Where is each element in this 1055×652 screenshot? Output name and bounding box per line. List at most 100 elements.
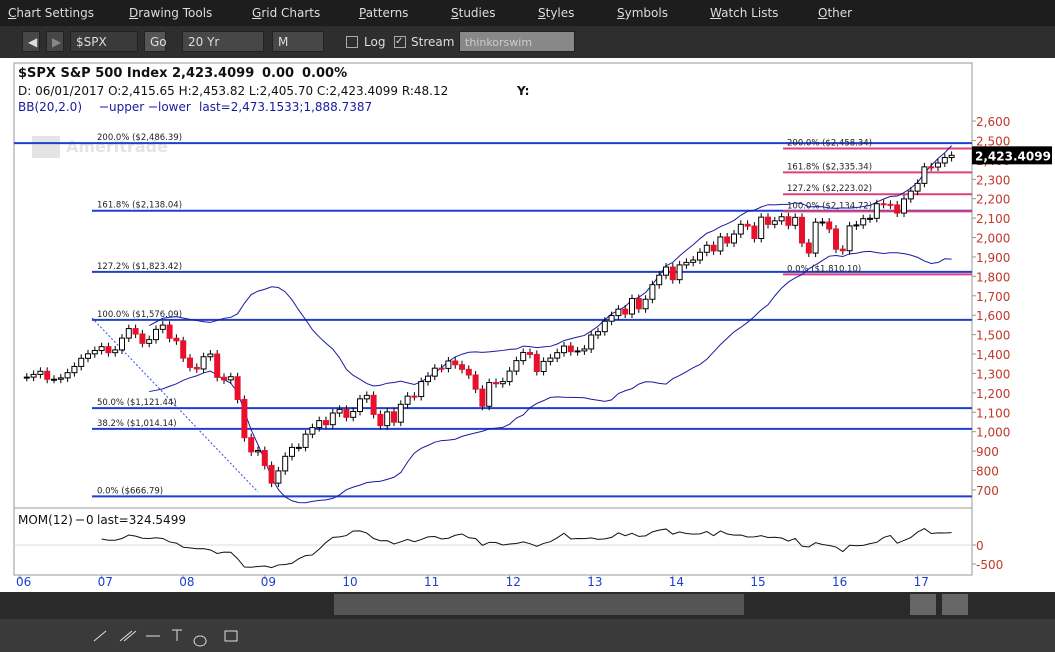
candle — [588, 334, 595, 350]
candle — [384, 411, 391, 427]
x-tick-label: 10 — [342, 575, 357, 589]
bb-lower — [149, 250, 952, 504]
menu-item[interactable]: Watch Lists — [710, 6, 779, 20]
y-tick-label: 2,200 — [976, 193, 1010, 207]
candle — [51, 378, 57, 381]
candle — [561, 345, 567, 354]
candle — [438, 367, 445, 370]
candle — [323, 420, 329, 426]
candle — [268, 464, 275, 484]
fib-label: 50.0% ($1,121.44) — [97, 398, 177, 408]
header-pct: 0.00% — [302, 66, 347, 81]
candle — [941, 157, 948, 164]
candle — [785, 216, 792, 226]
y-tick-label: 1,500 — [976, 329, 1010, 343]
menu-item[interactable]: Other — [818, 6, 853, 20]
candle — [64, 372, 71, 379]
menu-item[interactable]: Styles — [538, 6, 575, 20]
candle — [357, 398, 363, 412]
candle — [125, 328, 132, 339]
y-tick-label: 1,900 — [976, 251, 1010, 265]
candle — [479, 388, 486, 407]
header-price: 2,423.4099 — [172, 66, 254, 81]
drawing-tools[interactable] — [93, 629, 238, 647]
fib-label: 127.2% ($2,223.02) — [787, 184, 872, 194]
candle — [540, 360, 547, 372]
candle — [914, 182, 921, 192]
candle — [486, 382, 493, 407]
candle — [683, 261, 690, 266]
zoom-in[interactable] — [910, 594, 936, 615]
candle — [642, 298, 649, 310]
candle — [78, 357, 85, 367]
y-tick-label: 1,400 — [976, 348, 1010, 362]
fib-label: 100.0% ($2,134.72) — [787, 201, 872, 211]
y-tick-label: 2,100 — [976, 212, 1010, 226]
y-tick-label: 2,500 — [976, 134, 1010, 148]
candle — [697, 251, 703, 261]
fib-label: 161.8% ($2,335.34) — [787, 162, 872, 172]
menu-item[interactable]: Grid Charts — [252, 6, 321, 20]
candle — [255, 450, 261, 453]
bb-upper — [148, 145, 952, 387]
candle — [397, 403, 404, 423]
header-y: Y: — [516, 84, 529, 98]
candle — [275, 470, 282, 484]
y-tick-label: 1,000 — [976, 426, 1010, 440]
candle — [533, 353, 540, 372]
candle — [894, 204, 901, 214]
scrollbar-thumb[interactable] — [334, 594, 744, 615]
x-tick-label: 12 — [506, 575, 521, 589]
interval-select[interactable]: M — [272, 31, 324, 52]
candle — [119, 337, 125, 351]
x-tick-label: 11 — [424, 575, 439, 589]
forward-button[interactable]: ▶ — [46, 31, 64, 52]
candle — [445, 360, 452, 369]
candle — [595, 331, 601, 336]
candle — [221, 376, 227, 381]
menu-item[interactable]: Symbols — [617, 6, 668, 20]
x-tick-label: 07 — [98, 575, 113, 589]
mom-name: MOM(12) — [18, 513, 73, 527]
candle — [527, 351, 533, 355]
bb-last: last=2,473.1533;1,888.7387 — [199, 100, 372, 114]
y-tick-label: 1,300 — [976, 367, 1010, 381]
menu-item[interactable]: Studies — [451, 6, 496, 20]
candle — [98, 346, 105, 352]
menu-bar: Chart Settings Drawing Tools Grid Charts Pa… — [0, 0, 1055, 26]
symbol-input[interactable]: $SPX — [70, 31, 138, 52]
candle — [418, 381, 425, 398]
go-button[interactable]: Go — [144, 31, 167, 52]
candle — [873, 203, 880, 219]
zoom-out[interactable] — [942, 594, 968, 615]
candle — [554, 352, 561, 359]
candle — [513, 360, 520, 372]
log-checkbox[interactable] — [346, 36, 358, 48]
menu-item[interactable]: Chart Settings — [8, 6, 95, 20]
fib-label: 0.0% ($1,810.10) — [787, 264, 861, 274]
menu-item[interactable]: Drawing Tools — [129, 6, 213, 20]
candle — [261, 450, 268, 466]
candle — [656, 274, 663, 286]
period-select[interactable]: 20 Yr — [182, 31, 264, 52]
candle — [465, 368, 472, 376]
candle — [180, 340, 187, 359]
candle — [153, 328, 159, 341]
candle — [812, 221, 819, 254]
y-tick-label: 2,000 — [976, 232, 1010, 246]
brand-button[interactable]: thinkorswim — [459, 31, 575, 52]
candle — [737, 223, 744, 235]
stream-label: Stream — [411, 35, 455, 49]
y-tick-label: 1,100 — [976, 406, 1010, 420]
menu-item[interactable]: Patterns — [359, 6, 409, 20]
back-button[interactable]: ◀ — [22, 31, 40, 52]
candle — [187, 357, 193, 368]
candle — [30, 373, 37, 378]
header-ohlc: D: 06/01/2017 O:2,415.65 H:2,453.82 L:2,… — [18, 84, 448, 98]
stream-checkbox[interactable]: ✓ — [394, 36, 406, 48]
candle — [248, 437, 255, 453]
candle — [200, 356, 207, 370]
candle — [635, 297, 642, 310]
header-symbol: $SPX S&P 500 Index — [18, 66, 168, 81]
fib-label: 200.0% ($2,458.34) — [787, 139, 872, 149]
